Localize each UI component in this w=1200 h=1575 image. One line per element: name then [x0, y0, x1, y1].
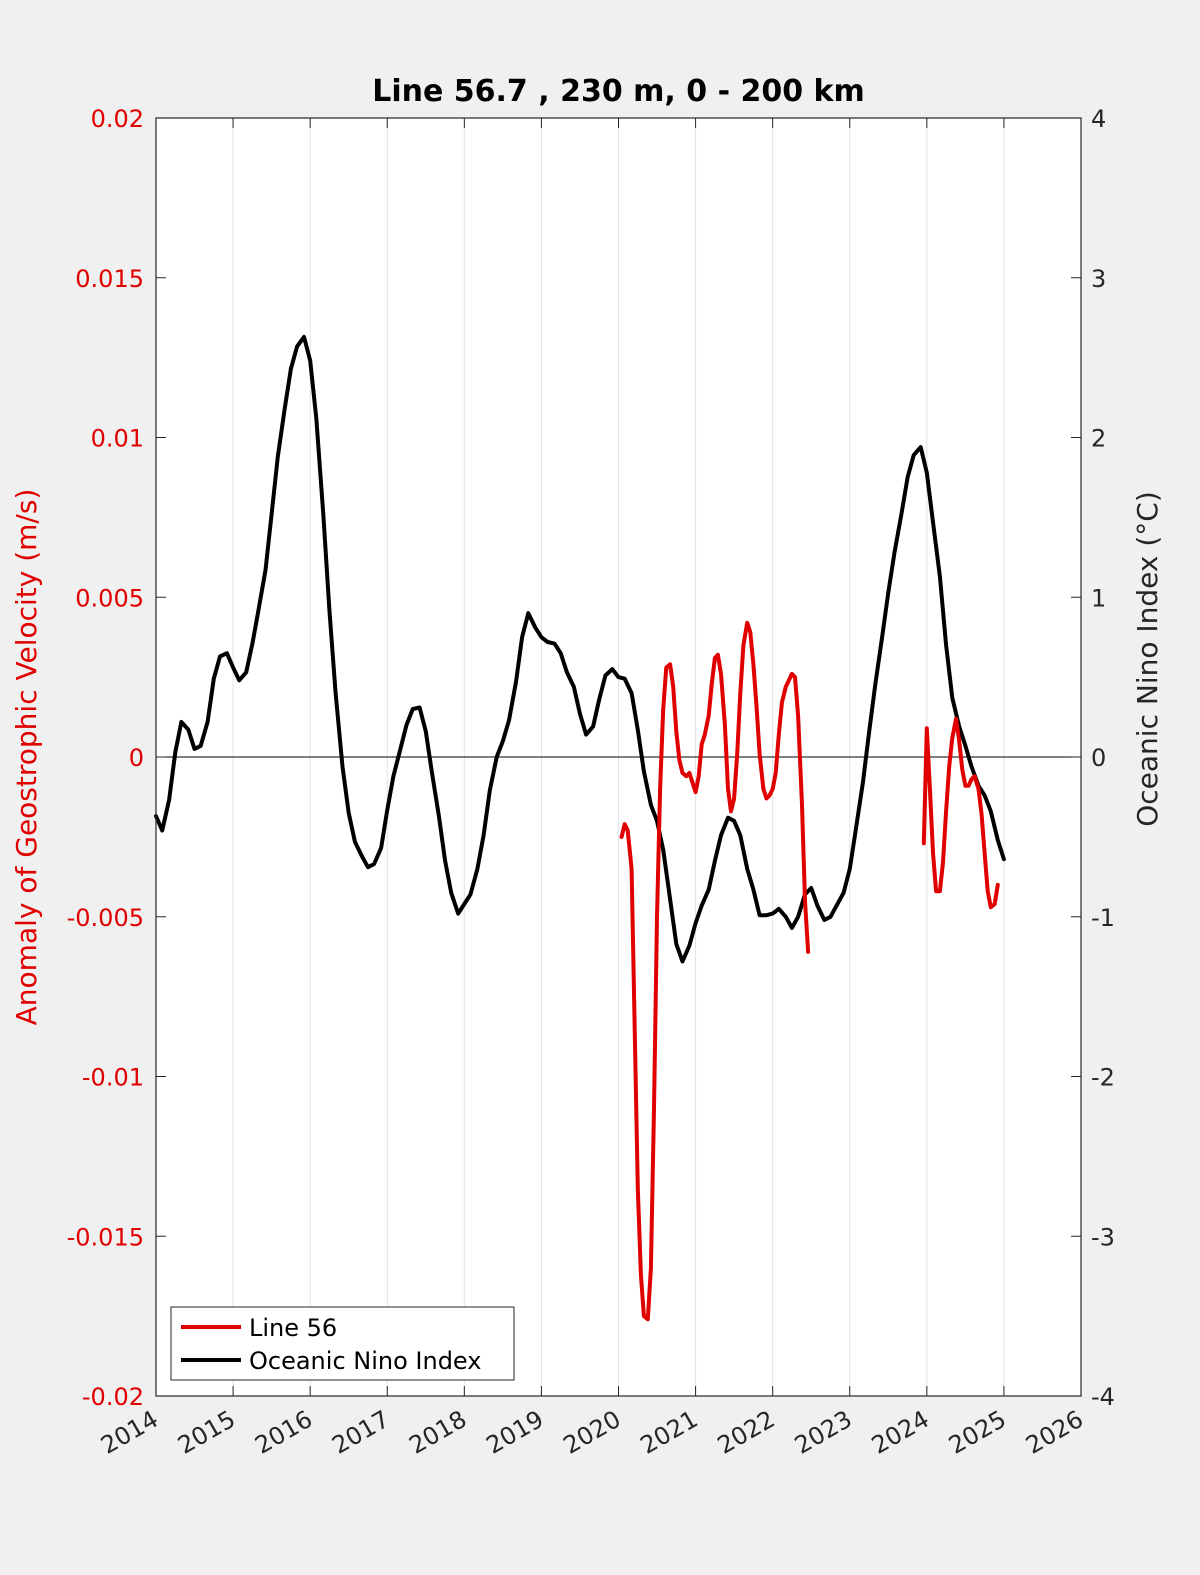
y-left-tick-label: -0.02	[82, 1383, 144, 1411]
y-right-tick-label: 4	[1091, 105, 1106, 133]
y-left-tick-label: 0	[129, 744, 144, 772]
chart-title: Line 56.7 , 230 m, 0 - 200 km	[372, 74, 865, 109]
series-layer	[154, 334, 1006, 1322]
legend-label-line56: Line 56	[249, 1314, 337, 1342]
series-line56-path	[619, 620, 811, 1322]
y-right-tick-label: -2	[1091, 1064, 1115, 1092]
y-left-tick-label: 0.015	[75, 265, 144, 293]
y-left-tick-label: -0.005	[67, 904, 144, 932]
y-right-tick-label: -4	[1091, 1383, 1115, 1411]
legend-label-oni: Oceanic Nino Index	[249, 1347, 481, 1375]
series-line56-path	[921, 716, 1000, 910]
y-left-tick-label: 0.02	[91, 105, 144, 133]
y-left-tick-label: -0.01	[82, 1064, 144, 1092]
y-right-tick-label: -1	[1091, 904, 1115, 932]
y-right-tick-label: 2	[1091, 425, 1106, 453]
y-axis-right-label: Oceanic Nino Index (°C)	[1131, 491, 1164, 827]
y-right-tick-label: 3	[1091, 265, 1106, 293]
legend: Line 56 Oceanic Nino Index	[170, 1306, 515, 1381]
y-left-tick-label: -0.015	[67, 1223, 144, 1251]
y-right-tick-label: 0	[1091, 744, 1106, 772]
legend-box	[170, 1306, 515, 1381]
series-oni-path	[154, 334, 1006, 964]
y-axis-left-label: Anomaly of Geostrophic Velocity (m/s)	[10, 489, 43, 1026]
y-left-tick-label: 0.005	[75, 584, 144, 612]
y-right-tick-label: 1	[1091, 584, 1106, 612]
y-left-tick-label: 0.01	[91, 425, 144, 453]
y-right-tick-label: -3	[1091, 1223, 1115, 1251]
